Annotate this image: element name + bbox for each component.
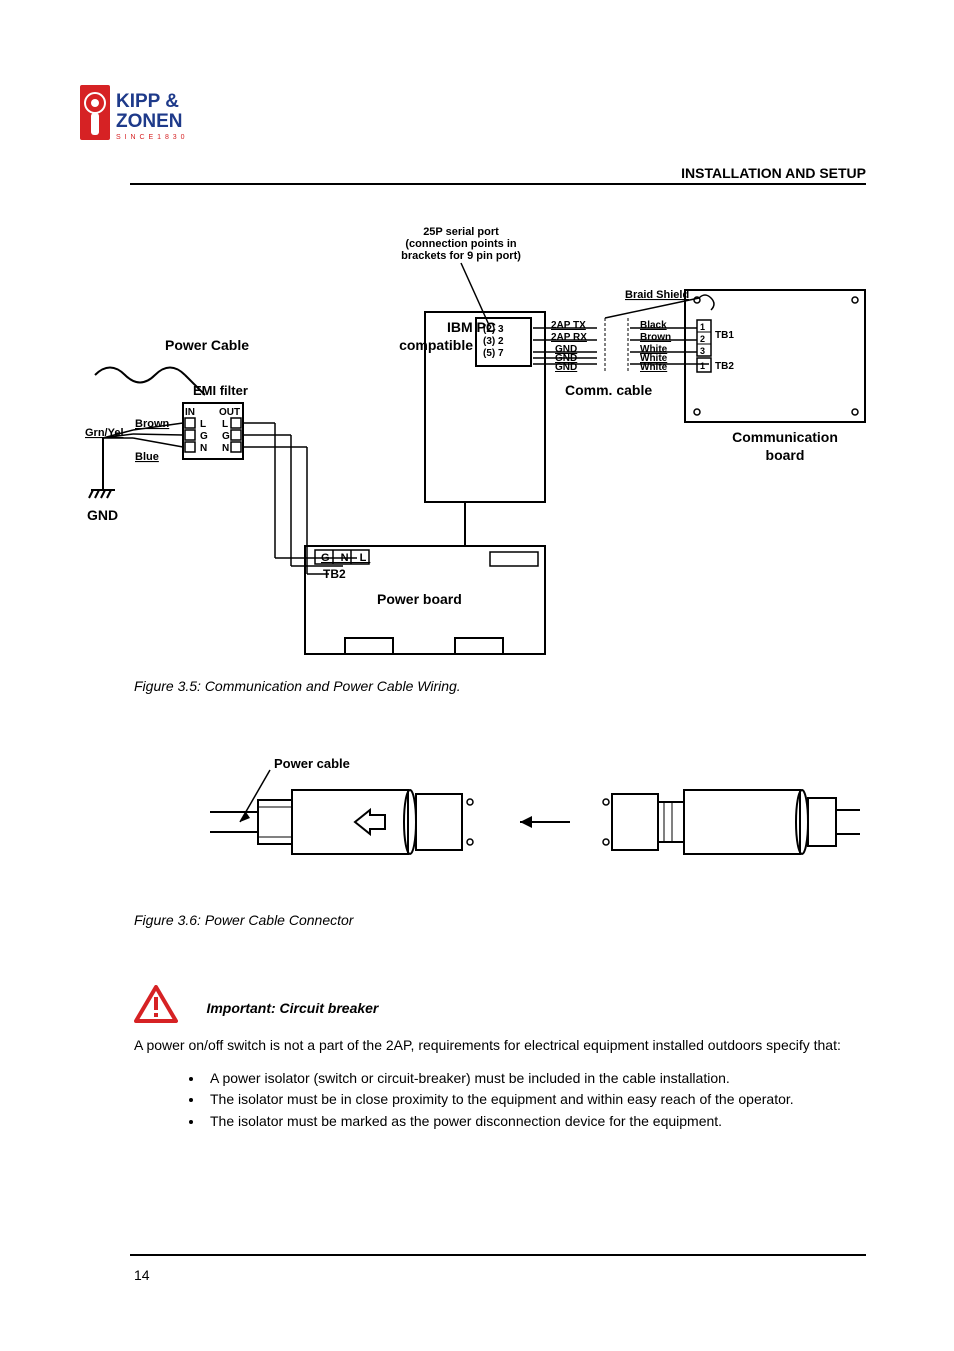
svg-text:3: 3 xyxy=(700,346,705,356)
list-item: The isolator must be in close proximity … xyxy=(204,1090,866,1110)
svg-text:Comm. cable: Comm. cable xyxy=(565,382,652,398)
svg-text:GND: GND xyxy=(87,507,118,523)
svg-text:Power board: Power board xyxy=(377,591,462,607)
svg-text:Power Cable: Power Cable xyxy=(165,337,249,353)
svg-text:(3) 2: (3) 2 xyxy=(483,336,504,347)
svg-text:Braid Shield: Braid Shield xyxy=(625,289,689,301)
svg-text:EMI filter: EMI filter xyxy=(193,383,248,398)
svg-text:GND: GND xyxy=(555,362,577,373)
warning-icon xyxy=(134,985,178,1030)
important-label: Important: Circuit breaker xyxy=(206,1000,378,1016)
svg-text:G N L: G N L xyxy=(321,552,370,564)
figure-3-5-diagram: 25P serial port (connection points in br… xyxy=(85,220,875,665)
important-intro: A power on/off switch is not a part of t… xyxy=(134,1036,866,1055)
svg-text:Brown: Brown xyxy=(135,418,170,430)
kipp-zonen-logo: KIPP & ZONEN S I N C E 1 8 3 0 xyxy=(80,85,210,145)
page-number: 14 xyxy=(134,1267,150,1283)
header-rule xyxy=(130,183,866,185)
svg-text:Brown: Brown xyxy=(640,332,671,343)
svg-text:OUT: OUT xyxy=(219,407,240,418)
svg-text:1: 1 xyxy=(700,361,705,371)
svg-text:TB2: TB2 xyxy=(715,361,734,372)
svg-text:compatible: compatible xyxy=(399,337,473,353)
list-item: The isolator must be marked as the power… xyxy=(204,1112,866,1132)
svg-text:G: G xyxy=(222,431,230,442)
svg-text:2AP TX: 2AP TX xyxy=(551,320,586,331)
svg-text:board: board xyxy=(766,447,805,463)
svg-text:IN: IN xyxy=(185,407,195,418)
svg-text:Communication: Communication xyxy=(732,429,838,445)
svg-text:25P serial port: 25P serial port xyxy=(423,226,499,238)
important-list: A power isolator (switch or circuit-brea… xyxy=(134,1069,866,1132)
svg-text:2AP RX: 2AP RX xyxy=(551,332,587,343)
logo-text-2: ZONEN xyxy=(116,111,183,132)
svg-text:G: G xyxy=(200,431,208,442)
header-title: INSTALLATION AND SETUP xyxy=(681,165,866,181)
svg-text:(2) 3: (2) 3 xyxy=(483,324,504,335)
svg-text:2: 2 xyxy=(700,334,705,344)
logo-tagline: S I N C E 1 8 3 0 xyxy=(116,134,186,141)
figure-3-6-diagram: Power cable xyxy=(210,750,860,900)
important-block: Important: Circuit breaker A power on/of… xyxy=(134,985,866,1134)
svg-text:L: L xyxy=(222,419,228,430)
footer-rule xyxy=(130,1254,866,1256)
svg-text:N: N xyxy=(222,443,229,454)
svg-text:(connection points in: (connection points in xyxy=(405,238,516,250)
figure-3-5-caption: Figure 3.5: Communication and Power Cabl… xyxy=(134,678,461,694)
svg-text:Black: Black xyxy=(640,320,667,331)
list-item: A power isolator (switch or circuit-brea… xyxy=(204,1069,866,1089)
svg-text:L: L xyxy=(200,419,206,430)
svg-text:(5) 7: (5) 7 xyxy=(483,348,504,359)
svg-text:TB2: TB2 xyxy=(323,567,346,581)
svg-text:N: N xyxy=(200,443,207,454)
svg-text:Blue: Blue xyxy=(135,451,159,463)
svg-text:TB1: TB1 xyxy=(715,330,734,341)
svg-text:Power cable: Power cable xyxy=(274,756,350,771)
logo-text-1: KIPP & xyxy=(116,91,179,112)
page: KIPP & ZONEN S I N C E 1 8 3 0 INSTALLAT… xyxy=(0,0,954,1351)
figure-3-6-caption: Figure 3.6: Power Cable Connector xyxy=(134,912,353,928)
svg-text:brackets for 9 pin port): brackets for 9 pin port) xyxy=(401,250,521,262)
svg-text:1: 1 xyxy=(700,322,705,332)
